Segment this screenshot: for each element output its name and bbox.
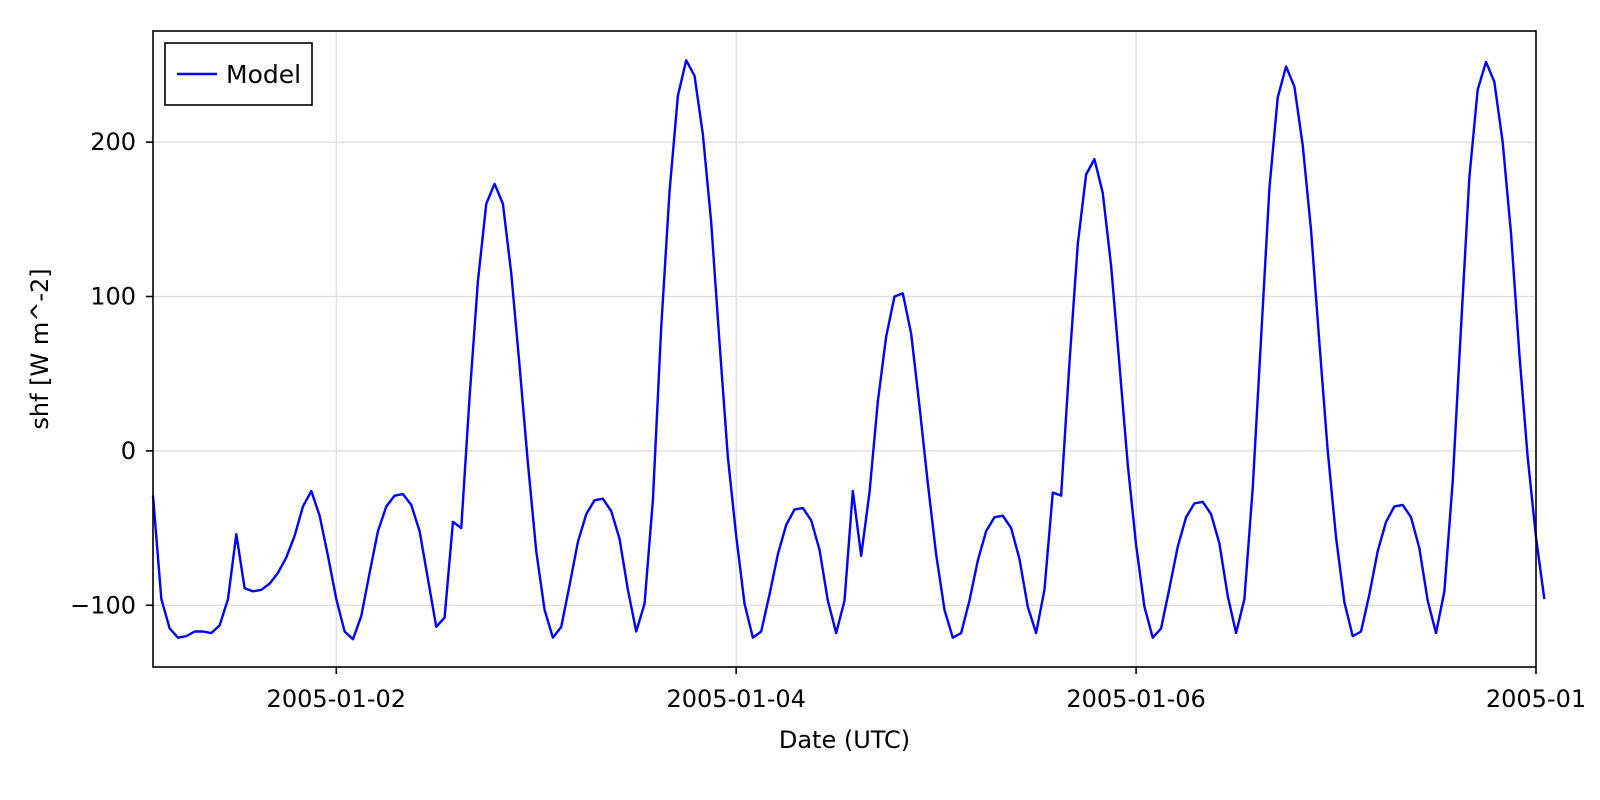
x-tick-label: 2005-01-02 xyxy=(267,685,406,713)
y-tick-label: 200 xyxy=(90,128,136,156)
axis-ticks: 2005-01-02 2005-01-04 2005-01-06 2005-01 −10… xyxy=(70,128,1586,713)
y-tick-label: 0 xyxy=(121,437,136,465)
legend-label-model: Model xyxy=(226,60,301,89)
plot-area-frame xyxy=(152,30,1537,668)
series-layer xyxy=(151,59,1546,641)
x-tick-label: 2005-01-06 xyxy=(1066,685,1205,713)
y-tick-label: −100 xyxy=(70,591,136,619)
x-tick-label: 2005-01-04 xyxy=(666,685,805,713)
x-axis-title: Date (UTC) xyxy=(779,726,910,754)
grid-lines xyxy=(153,31,1537,667)
x-tick-label: 2005-01 xyxy=(1486,685,1586,713)
series-line-model xyxy=(151,59,1546,641)
legend: Model xyxy=(164,42,313,106)
y-axis-title: shf [W m^-2] xyxy=(26,268,54,429)
y-tick-label: 100 xyxy=(90,283,136,311)
